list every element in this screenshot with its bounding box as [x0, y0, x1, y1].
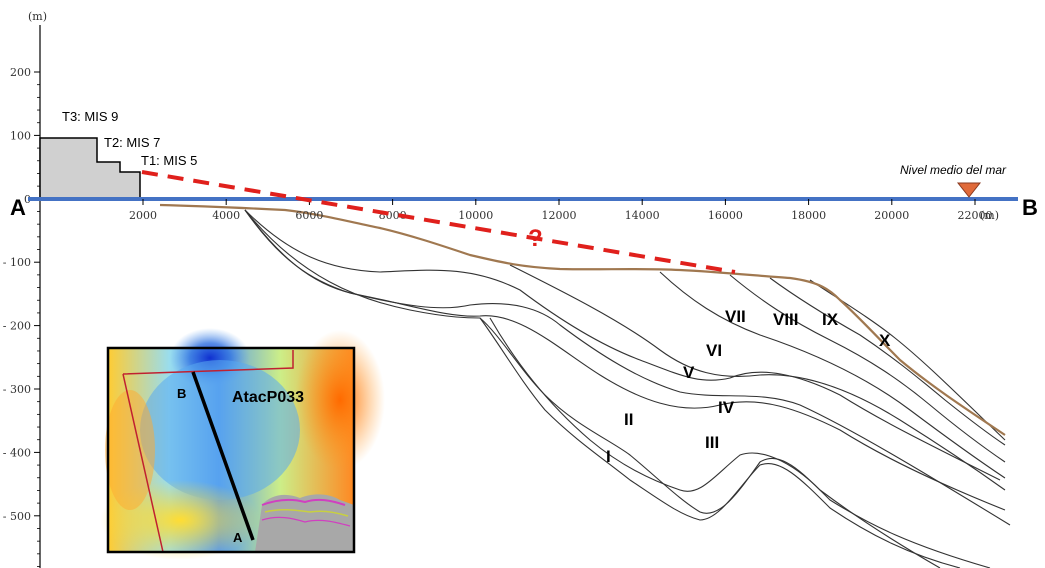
x-axis-tick-label: 6000 — [295, 209, 323, 222]
unit-label-iii: III — [705, 433, 719, 452]
reflector-line — [659, 271, 1006, 479]
y-axis-tick-label: - 300 — [3, 383, 31, 396]
inset-shallow-zone — [295, 330, 385, 470]
x-axis-tick-label: 12000 — [542, 209, 577, 222]
terrace-label-t3: T3: MIS 9 — [62, 109, 118, 124]
x-axis-tick-label: 18000 — [791, 209, 826, 222]
unit-label-iv: IV — [718, 398, 735, 417]
unit-label-ii: II — [624, 410, 633, 429]
x-axis-unit: (m) — [980, 209, 999, 222]
unit-label-vii: VII — [725, 307, 746, 326]
unit-label-i: I — [606, 447, 611, 466]
inset-land — [255, 494, 354, 552]
endpoint-b: B — [1022, 195, 1038, 220]
reflector-line — [244, 209, 1001, 481]
y-axis-unit: (m) — [28, 10, 47, 23]
inset-point-b: B — [177, 386, 186, 401]
reflector-line — [244, 209, 991, 568]
inset-coast-line — [261, 498, 346, 506]
y-axis-tick-label: - 100 — [3, 256, 31, 269]
x-axis-tick-label: 10000 — [458, 209, 493, 222]
unit-label-v: V — [683, 363, 695, 382]
reflector-line — [509, 264, 1006, 491]
x-axis-tick-label: 16000 — [708, 209, 743, 222]
unit-label-viii: VIII — [773, 310, 799, 329]
reflector-line — [244, 209, 1011, 526]
reflector-line — [729, 274, 1006, 463]
inset-frame — [106, 346, 356, 554]
seismic-reflectors — [244, 209, 1011, 568]
seafloor-profile — [159, 203, 1006, 436]
sea-level-label: Nivel medio del mar — [900, 163, 1007, 177]
terrace-label-t2: T2: MIS 7 — [104, 135, 160, 150]
uncertainty-question-mark: ? — [528, 225, 543, 252]
sea-level-marker-icon — [956, 182, 982, 198]
inset-location-map: B A AtacP033 — [100, 328, 385, 560]
x-axis: 2000 4000 6000 8000 10000 12000 14000 16000 1800… — [129, 199, 993, 222]
unit-label-x: X — [879, 331, 891, 350]
inset-left-zone — [105, 390, 155, 510]
inset-point-a: A — [233, 530, 243, 545]
endpoint-a: A — [10, 195, 26, 220]
reflector-line — [769, 277, 1006, 446]
inset-mid-zone — [140, 360, 300, 500]
x-axis-tick-label: 22000 — [958, 209, 993, 222]
inset-coast-line — [261, 516, 351, 527]
x-axis-tick-label: 20000 — [874, 209, 909, 222]
y-axis-tick-label: 0 — [24, 193, 31, 206]
reflector-line — [489, 317, 941, 568]
x-axis-tick-label: 2000 — [129, 209, 157, 222]
inset-profile-track — [191, 371, 255, 541]
x-axis-tick-label: 14000 — [625, 209, 660, 222]
y-axis-tick-label: - 400 — [3, 446, 31, 459]
y-axis-tick-label: - 500 — [3, 510, 31, 523]
inset-coast-line — [264, 508, 349, 517]
unit-label-ix: IX — [822, 310, 839, 329]
projection-dashed-line — [141, 170, 736, 274]
y-axis-tick-label: 100 — [10, 129, 31, 142]
terrace-label-t1: T1: MIS 5 — [141, 153, 197, 168]
inset-survey-boundary — [122, 350, 294, 553]
unit-label-vi: VI — [706, 341, 722, 360]
x-axis-tick-label: 4000 — [212, 209, 240, 222]
inset-profile-name: AtacP033 — [232, 389, 304, 406]
y-axis-tick-label: 200 — [10, 66, 31, 79]
y-axis-tick-label: - 200 — [3, 320, 31, 333]
reflector-line — [479, 317, 961, 568]
